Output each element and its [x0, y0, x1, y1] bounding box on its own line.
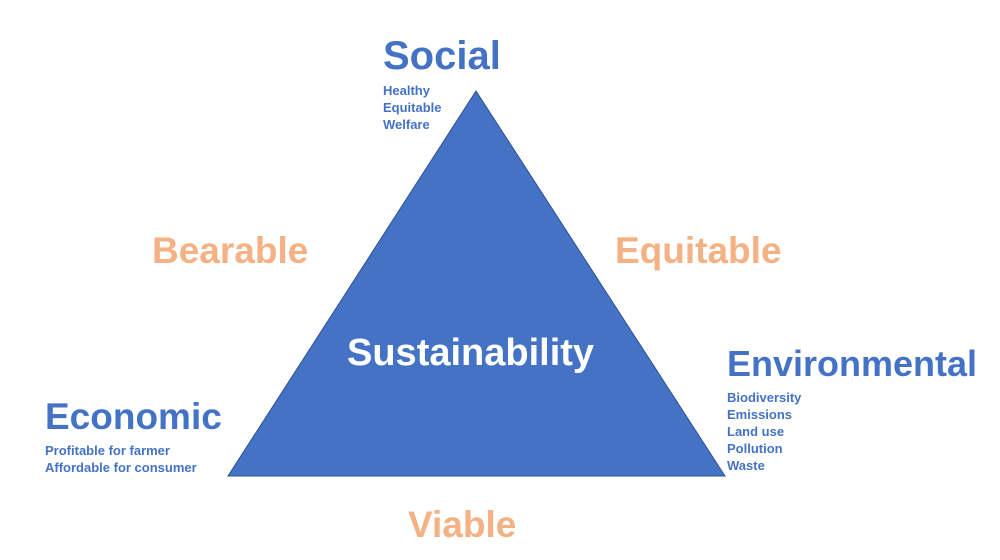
pillar-list-environmental: Biodiversity Emissions Land use Pollutio…	[727, 389, 801, 474]
pillar-item-environmental: Emissions	[727, 407, 793, 422]
pillar-title-social: Social	[383, 34, 501, 78]
center-label-sustainability: Sustainability	[347, 332, 595, 374]
pillar-item-social: Welfare	[383, 117, 430, 132]
pillar-item-social: Equitable	[383, 100, 442, 115]
pillar-item-environmental: Waste	[727, 458, 765, 473]
pillar-item-social: Healthy	[383, 83, 430, 98]
pillar-item-environmental: Pollution	[727, 441, 783, 456]
sustainability-triangle	[227, 90, 726, 477]
pillar-list-economic: Profitable for farmer Affordable for con…	[45, 442, 197, 476]
edge-label-equitable: Equitable	[615, 230, 782, 271]
pillar-item-environmental: Biodiversity	[727, 390, 802, 405]
pillar-title-economic: Economic	[45, 396, 222, 437]
pillar-item-economic: Affordable for consumer	[45, 460, 197, 475]
pillar-title-environmental: Environmental	[727, 343, 978, 384]
edge-label-viable: Viable	[408, 504, 517, 545]
pillar-item-economic: Profitable for farmer	[45, 443, 170, 458]
pillar-list-social: Healthy Equitable Welfare	[383, 82, 442, 133]
pillar-item-environmental: Land use	[727, 424, 785, 439]
edge-label-bearable: Bearable	[152, 230, 309, 271]
